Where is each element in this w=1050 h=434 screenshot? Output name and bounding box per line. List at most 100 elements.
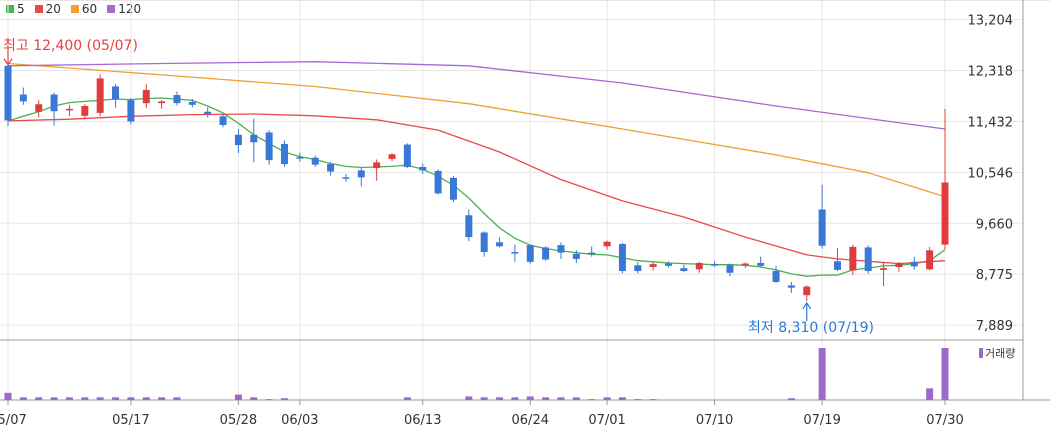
- candle-body: [665, 263, 673, 266]
- volume-bar: [35, 397, 43, 400]
- candle-body: [81, 106, 89, 116]
- ma60-line: [7, 62, 946, 198]
- high-arrowhead: [3, 58, 13, 66]
- x-tick-label: 07/10: [696, 413, 733, 428]
- candle-body: [127, 100, 135, 122]
- candle-body: [818, 209, 826, 246]
- volume-bar: [4, 392, 12, 400]
- volume-bar: [465, 396, 473, 400]
- volume-bar: [173, 397, 181, 400]
- volume-bar: [572, 397, 580, 400]
- low-arrowhead: [802, 301, 812, 310]
- x-tick-label: 06/13: [404, 413, 441, 428]
- legend-item-ma60: 60: [70, 2, 97, 16]
- legend-label: 120: [118, 2, 142, 16]
- candle-body: [542, 247, 550, 260]
- candle-body: [941, 182, 949, 245]
- volume-bar: [280, 398, 288, 400]
- candle-body: [910, 261, 918, 267]
- legend-label: 5: [17, 2, 25, 16]
- volume-bar: [557, 397, 565, 400]
- volume-bar: [265, 399, 273, 400]
- volume-bar: [403, 397, 411, 400]
- y-tick-label: 13,204: [968, 14, 1014, 29]
- candle-body: [787, 285, 795, 288]
- volume-legend: 거래량: [979, 345, 1015, 361]
- candle-body: [158, 101, 166, 104]
- x-axis-ticks: 05/07 05/17 05/28 06/03 06/13 06/24 07/01 07/10…: [0, 400, 964, 428]
- volume-bar: [142, 397, 150, 400]
- volume-bars: [4, 348, 949, 400]
- volume-bar: [634, 399, 642, 400]
- volume-bar: [158, 397, 166, 400]
- x-tick-label: 05/28: [220, 413, 257, 428]
- candle-body: [833, 261, 841, 270]
- high-low-markers: [3, 47, 812, 321]
- volume-bar: [250, 397, 258, 400]
- volume-bar: [542, 397, 550, 400]
- x-tick-label: 06/24: [512, 413, 549, 428]
- candle-body: [772, 271, 780, 282]
- candle-body: [388, 154, 396, 159]
- ma-legend: 5 20 60 120: [6, 2, 141, 16]
- volume-bar: [96, 397, 104, 400]
- volume-bar: [112, 397, 120, 400]
- volume-bar: [480, 397, 488, 400]
- legend-swatch: [70, 5, 79, 13]
- grid: [0, 0, 1050, 401]
- volume-bar: [81, 397, 89, 400]
- candle-body: [357, 170, 365, 178]
- ma5-line: [7, 97, 946, 277]
- y-tick-label: 10,546: [968, 166, 1014, 181]
- candle-body: [864, 247, 872, 272]
- candle-body: [373, 162, 381, 169]
- candle-body: [603, 241, 611, 247]
- candle-body: [926, 250, 934, 270]
- candle-body: [234, 134, 242, 146]
- ma120-line: [7, 61, 946, 130]
- x-tick-label: 06/03: [281, 413, 318, 428]
- volume-bar: [234, 394, 242, 400]
- y-tick-label: 12,318: [968, 64, 1014, 79]
- x-tick-label: 07/30: [926, 413, 963, 428]
- candle-body: [35, 104, 43, 112]
- candle-body: [265, 132, 273, 161]
- volume-bar: [127, 397, 135, 400]
- candle-body: [403, 144, 411, 167]
- volume-bar: [787, 398, 795, 400]
- volume-bar: [941, 348, 949, 400]
- candle-body: [173, 95, 181, 104]
- legend-item-ma5: 5: [6, 2, 25, 16]
- candle-body: [757, 262, 765, 266]
- candle-body: [112, 86, 120, 100]
- volume-bar: [50, 397, 58, 400]
- candle-body: [219, 116, 227, 125]
- candle-body: [296, 157, 304, 159]
- y-tick-label: 11,432: [968, 115, 1014, 130]
- candle-body: [711, 264, 719, 266]
- candle-body: [557, 245, 565, 253]
- candle-body: [434, 170, 442, 194]
- volume-bar: [603, 397, 611, 400]
- candle-body: [726, 265, 734, 273]
- volume-bar: [588, 399, 596, 400]
- volume-bar: [526, 396, 534, 400]
- candle-body: [511, 252, 519, 254]
- volume-bar: [649, 399, 657, 400]
- x-tick-label: 05/17: [112, 413, 149, 428]
- candle-body: [311, 157, 319, 165]
- legend-swatch: [34, 5, 43, 13]
- high-annotation: 최고 12,400 (05/07): [3, 38, 138, 54]
- candle-body: [96, 78, 104, 113]
- candle-body: [572, 253, 580, 259]
- volume-bar: [511, 397, 519, 400]
- candle-body: [188, 101, 196, 105]
- legend-swatch: [107, 5, 116, 13]
- legend-label: 20: [45, 2, 61, 16]
- y-tick-label: 7,889: [976, 319, 1013, 334]
- candle-body: [19, 94, 27, 102]
- candle-body: [849, 246, 857, 271]
- y-tick-label: 8,775: [976, 268, 1013, 283]
- volume-bar: [618, 397, 626, 400]
